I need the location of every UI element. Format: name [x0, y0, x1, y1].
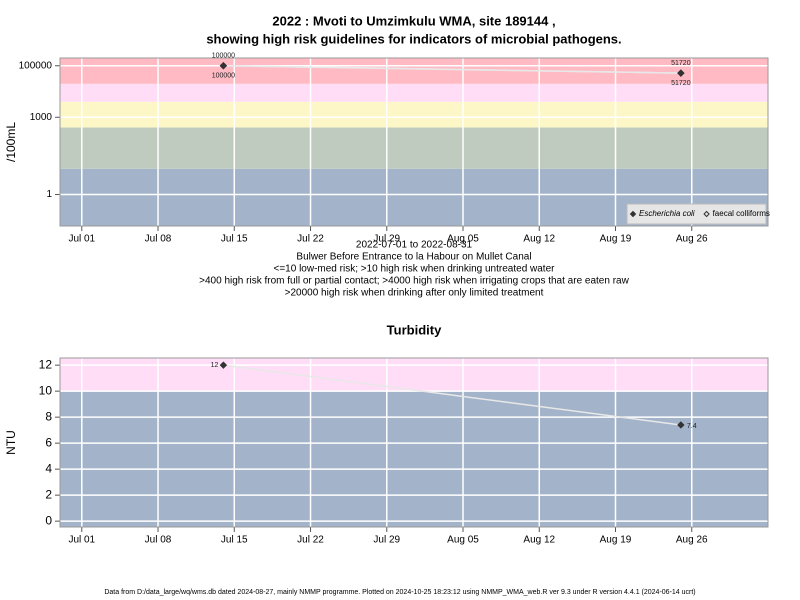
series-line	[223, 364, 681, 426]
risk-band	[60, 101, 768, 128]
plot-frame	[59, 357, 769, 528]
risk-band	[60, 358, 768, 392]
x-tick-label: Aug 26	[676, 234, 708, 245]
legend-label: Escherichia coli	[639, 209, 695, 218]
note: Bulwer Before Entrance to la Habour on M…	[296, 252, 531, 263]
x-tick-label: Jul 01	[68, 535, 95, 546]
x-tick-label: Jul 01	[68, 234, 95, 245]
x-tick-label: Aug 05	[447, 535, 479, 546]
data-label: 100000	[212, 73, 235, 80]
y-tick-label: 0	[45, 513, 52, 527]
x-tick-label: Jul 15	[221, 234, 248, 245]
legend-marker	[703, 210, 710, 218]
chart-title: showing high risk guidelines for indicat…	[206, 31, 621, 46]
x-tick-label: Jul 29	[373, 234, 400, 245]
risk-band	[60, 391, 768, 527]
x-tick-label: Jul 22	[297, 234, 324, 245]
legend-marker	[629, 210, 637, 218]
x-tick-label: Aug 05	[447, 234, 479, 245]
plot-frame	[59, 57, 769, 227]
x-tick-label: Aug 12	[523, 234, 555, 245]
x-tick-label: Jul 29	[373, 535, 400, 546]
y-tick-label: 12	[39, 357, 53, 371]
x-tick-label: Aug 19	[600, 234, 632, 245]
note: >400 high risk from full or partial cont…	[199, 276, 629, 287]
data-point	[219, 62, 228, 70]
y-tick-label: 1000	[30, 112, 53, 123]
note: 2022-07-01 to 2022-08-31	[356, 240, 473, 251]
legend-box	[626, 203, 767, 225]
footer: Data from D:/data_large/wq/wms.db dated …	[104, 589, 695, 596]
data-label: 100000	[212, 53, 235, 60]
risk-band	[60, 127, 768, 169]
data-point	[677, 69, 685, 77]
x-tick-label: Jul 08	[145, 535, 172, 546]
risk-band	[60, 58, 768, 84]
y-tick-label: 10	[39, 383, 53, 397]
y-tick-label: 6	[45, 435, 52, 449]
y-tick-label: 2	[45, 487, 52, 501]
y-axis-label: /100mL	[4, 122, 18, 162]
y-axis-label: NTU	[4, 430, 18, 455]
series-line	[223, 65, 681, 74]
data-label: 12	[211, 362, 219, 369]
y-tick-label: 1	[46, 189, 52, 200]
chart-title: 2022 : Mvoti to Umzimkulu WMA, site 1891…	[272, 13, 555, 28]
data-label: 7.4	[687, 423, 697, 430]
y-tick-label: 4	[45, 461, 52, 475]
x-tick-label: Aug 12	[523, 535, 555, 546]
data-point	[219, 361, 228, 369]
data-label: 51720	[671, 80, 691, 87]
x-tick-label: Jul 08	[145, 234, 172, 245]
note: <=10 low-med risk; >10 high risk when dr…	[274, 264, 556, 275]
legend-label: faecal colliforms	[713, 209, 770, 218]
data-point	[677, 421, 685, 429]
x-tick-label: Aug 19	[600, 535, 632, 546]
y-tick-label: 8	[45, 409, 52, 423]
data-label: 51720	[671, 60, 691, 67]
note: >20000 high risk when drinking after onl…	[285, 288, 544, 299]
x-tick-label: Jul 15	[221, 535, 248, 546]
chart-title: Turbidity	[387, 322, 442, 337]
y-tick-label: 100000	[19, 60, 53, 71]
x-tick-label: Aug 26	[676, 535, 708, 546]
x-tick-label: Jul 22	[297, 535, 324, 546]
risk-band	[60, 83, 768, 102]
